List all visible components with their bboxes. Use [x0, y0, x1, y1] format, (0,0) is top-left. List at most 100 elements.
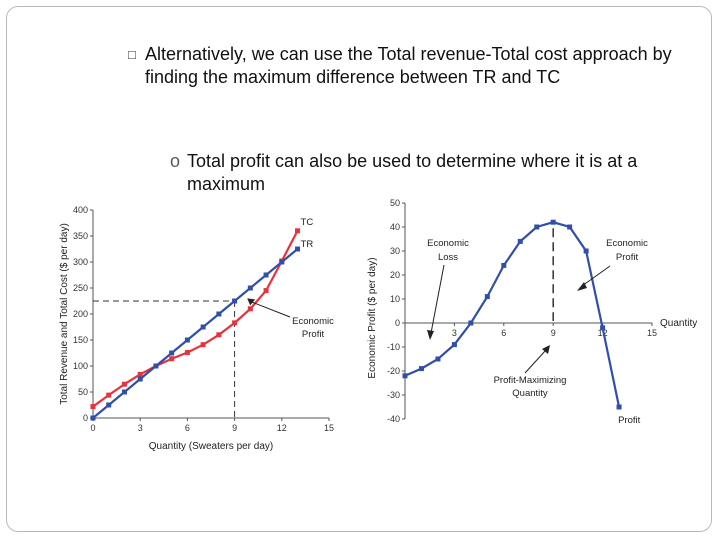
data-point-tc: [263, 288, 269, 294]
data-point-tc: [295, 228, 301, 234]
series-line-tc: [92, 230, 299, 408]
data-point-profit: [501, 262, 507, 268]
sub-bullet-text: Total profit can also be used to determi…: [187, 151, 638, 194]
economic-profit-label-line-2: Profit: [302, 329, 325, 340]
data-point-tr: [90, 415, 96, 421]
economic-loss-arrowhead: [427, 330, 434, 340]
data-point-tc: [137, 371, 143, 377]
economic-loss-arrow: [430, 264, 445, 334]
y-tick-label: 150: [73, 335, 88, 345]
data-point-profit: [435, 356, 441, 362]
profit-max-arrow: [524, 349, 547, 374]
series-label-tr: TR: [301, 239, 314, 250]
bullet-marker: □: [128, 47, 136, 62]
data-point-tr: [279, 259, 285, 265]
x-tick-label: 6: [185, 423, 190, 433]
x-tick-label: 15: [647, 328, 657, 338]
data-point-profit: [534, 224, 540, 230]
series-label-profit: Profit: [618, 415, 641, 426]
total-revenue-cost-chart: 0 3 6 9 12 15050100150200250300350400Quantity…: [59, 205, 334, 452]
y-tick-label: -30: [387, 390, 400, 400]
x-axis-title: Quantity: [660, 318, 697, 329]
y-tick-label: 10: [390, 294, 400, 304]
data-point-tc: [216, 332, 222, 338]
economic-profit-arrow: [250, 300, 291, 318]
data-point-profit: [583, 248, 589, 254]
data-point-profit: [616, 404, 622, 410]
y-tick-label: 100: [73, 361, 88, 371]
x-tick-label: 9: [232, 423, 237, 433]
y-tick-label: 30: [390, 246, 400, 256]
sub-bullet-marker: o: [170, 151, 181, 171]
data-point-tr: [169, 350, 175, 356]
data-point-profit: [468, 320, 474, 326]
x-tick-label: 0: [90, 423, 95, 433]
economic-profit-label-line-2: Profit: [616, 252, 639, 263]
profit-max-arrowhead: [542, 345, 550, 354]
data-point-profit: [600, 325, 606, 331]
x-tick-label: 3: [452, 328, 457, 338]
y-tick-label: -10: [387, 342, 400, 352]
data-point-tc: [90, 404, 96, 410]
main-bullet-text: Alternatively, we can use the Total reve…: [145, 44, 672, 87]
x-tick-label: 3: [138, 423, 143, 433]
series-line-profit: [404, 221, 621, 408]
data-point-tc: [247, 306, 253, 312]
y-tick-label: 20: [390, 270, 400, 280]
economic-profit-arrowhead: [247, 298, 256, 306]
x-tick-label: 9: [551, 328, 556, 338]
data-point-tr: [153, 363, 159, 369]
data-point-profit: [484, 294, 490, 300]
y-axis-title: Total Revenue and Total Cost ($ per day): [59, 223, 70, 405]
y-tick-label: 250: [73, 283, 88, 293]
x-tick-label: 15: [324, 423, 334, 433]
y-tick-label: 50: [78, 387, 88, 397]
data-point-profit: [567, 224, 573, 230]
data-point-tr: [295, 246, 301, 252]
y-tick-label: 40: [390, 222, 400, 232]
y-tick-label: 300: [73, 257, 88, 267]
data-point-tr: [216, 311, 222, 317]
sub-bullet: o Total profit can also be used to deter…: [170, 150, 690, 196]
data-point-profit: [517, 238, 523, 244]
data-point-tr: [247, 285, 253, 291]
data-point-profit: [418, 366, 424, 372]
x-tick-label: 12: [277, 423, 287, 433]
economic-loss-label-line-2: Loss: [438, 252, 458, 263]
series-line-tr: [92, 248, 299, 419]
data-point-tr: [184, 337, 190, 343]
y-tick-label: 350: [73, 231, 88, 241]
slide-frame: [6, 6, 712, 532]
x-axis-title: Quantity (Sweaters per day): [149, 441, 274, 452]
data-point-profit: [451, 342, 457, 348]
x-tick-label: 6: [501, 328, 506, 338]
data-point-tc: [106, 392, 112, 398]
profit-max-label-line-1: Profit-Maximizing: [494, 375, 567, 386]
y-tick-label: -20: [387, 366, 400, 376]
economic-loss-label-line-1: Economic: [427, 238, 469, 249]
economic-profit-label-line-1: Economic: [292, 316, 334, 327]
data-point-tr: [106, 402, 112, 408]
economic-profit-label-line-1: Economic: [606, 238, 648, 249]
data-point-tr: [121, 389, 127, 395]
y-tick-label: -40: [387, 414, 400, 424]
data-point-tc: [169, 356, 175, 362]
y-tick-label: 0: [395, 318, 400, 328]
series-label-tc: TC: [301, 217, 314, 228]
y-axis-title: Economic Profit ($ per day): [367, 257, 378, 378]
y-tick-label: 50: [390, 198, 400, 208]
data-point-tr: [200, 324, 206, 330]
economic-profit-arrowhead: [577, 282, 587, 291]
data-point-tr: [263, 272, 269, 278]
profit-max-label-line-2: Quantity: [512, 388, 548, 399]
data-point-profit: [402, 373, 408, 379]
data-point-tr: [137, 376, 143, 382]
y-tick-label: 0: [83, 413, 88, 423]
data-point-tc: [232, 320, 238, 326]
data-point-tr: [232, 298, 238, 304]
y-tick-label: 400: [73, 205, 88, 215]
data-point-tc: [121, 381, 127, 387]
economic-profit-arrow: [581, 265, 611, 287]
main-bullet: □ Alternatively, we can use the Total re…: [128, 43, 688, 89]
